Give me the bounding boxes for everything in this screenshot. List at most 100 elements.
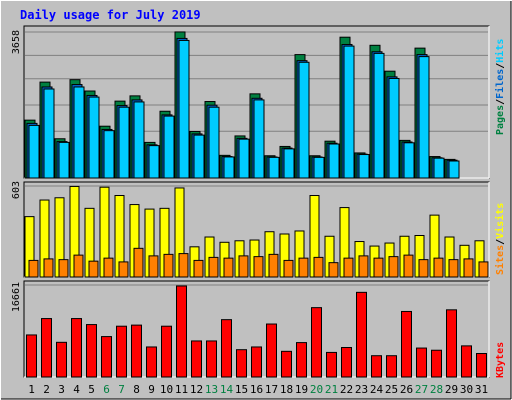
day-label: 5 (88, 383, 95, 396)
kbytes-panel-legend: KBytes (495, 342, 506, 378)
kbytes-bar (446, 309, 457, 378)
hits-bar (358, 154, 370, 179)
sites-bar (343, 257, 354, 278)
sites-bar (388, 256, 399, 278)
kbytes-bar (296, 342, 307, 378)
kbytes-bar (431, 349, 442, 378)
chart-title: Daily usage for July 2019 (20, 8, 201, 22)
sites-bar (58, 259, 69, 278)
hits-bar (73, 86, 85, 179)
hits-bar (88, 96, 100, 179)
hits-bar (118, 106, 130, 179)
kbytes-bar (41, 318, 52, 378)
day-label: 3 (58, 383, 65, 396)
kbytes-bar (221, 319, 232, 378)
kbytes-bar (476, 353, 487, 378)
day-label: 8 (133, 383, 140, 396)
kbytes-bar (356, 291, 367, 378)
hits-bar (178, 39, 190, 179)
day-label: 30 (460, 383, 473, 396)
hits-panel-legend: Pages/Files/Hits (494, 39, 506, 135)
kbytes-bar (191, 340, 202, 378)
hits-bar (103, 130, 115, 179)
kbytes-bar (236, 349, 247, 378)
visits-panel-ymax-label: 603 (11, 181, 22, 199)
sites-bar (403, 254, 414, 278)
kbytes-bar (251, 346, 262, 378)
hits-bar (298, 61, 310, 179)
sites-bar (208, 256, 219, 278)
hits-bar (388, 77, 400, 179)
sites-bar (433, 257, 444, 278)
sites-bar (178, 253, 189, 278)
kbytes-bar (131, 324, 142, 378)
day-label: 1 (28, 383, 35, 396)
kbytes-bar (116, 325, 127, 378)
day-label: 16 (250, 383, 263, 396)
sites-bar (193, 259, 204, 278)
day-label: 4 (73, 383, 80, 396)
legend-separator: / (495, 239, 506, 245)
hits-bar (193, 134, 205, 179)
kbytes-bar (341, 347, 352, 378)
day-label: 28 (430, 383, 443, 396)
day-label: 26 (400, 383, 413, 396)
kbytes-bar (56, 341, 67, 378)
hits-bar (268, 156, 280, 179)
sites-bar (73, 254, 84, 278)
day-label: 29 (445, 383, 458, 396)
legend-pages: Pages (495, 105, 506, 135)
day-label: 23 (355, 383, 368, 396)
kbytes-bar (266, 323, 277, 378)
legend-files: Files (494, 69, 506, 99)
hits-bar (238, 138, 250, 179)
hits-bar (208, 106, 220, 179)
day-label: 2 (43, 383, 50, 396)
kbytes-bar (86, 324, 97, 378)
hits-bar (133, 101, 145, 179)
day-label: 18 (280, 383, 293, 396)
hits-bar (343, 45, 355, 179)
sites-bar (298, 257, 309, 278)
hits-bar (403, 142, 415, 179)
kbytes-bar (461, 345, 472, 378)
day-label: 19 (295, 383, 308, 396)
hits-bar (43, 88, 55, 179)
sites-bar (283, 259, 294, 278)
day-labels: 1 2 3 4 5 6 7 8 9 10 11 12 13 14 15 16 17 18 19 20 21 22 23 24 2… (28, 383, 488, 396)
sites-bar (418, 259, 429, 278)
day-label: 10 (160, 383, 173, 396)
sites-bar (148, 255, 159, 278)
sites-bar (28, 259, 39, 278)
sites-bar (43, 258, 54, 278)
day-label: 21 (325, 383, 338, 396)
bars (24, 31, 489, 378)
hits-bar (418, 56, 430, 179)
hits-bar (28, 124, 40, 179)
kbytes-bar (71, 318, 82, 378)
day-label: 9 (148, 383, 155, 396)
hits-bar (433, 157, 445, 179)
kbytes-bar (26, 334, 37, 378)
day-label: 14 (220, 383, 234, 396)
sites-bar (463, 258, 474, 278)
sites-bar (103, 257, 114, 278)
day-label: 12 (190, 383, 203, 396)
sites-bar (373, 257, 384, 278)
sites-bar (88, 260, 99, 278)
kbytes-bar (326, 351, 337, 378)
day-label: 25 (385, 383, 398, 396)
day-label: 22 (340, 383, 353, 396)
kbytes-bar (311, 307, 322, 378)
hits-bar (283, 148, 295, 179)
day-label: 24 (370, 383, 384, 396)
sites-bar (238, 255, 249, 278)
hits-bar (328, 143, 340, 179)
kbytes-bar (281, 350, 292, 378)
sites-bar (313, 256, 324, 278)
day-label: 11 (175, 383, 188, 396)
hits-bar (223, 156, 235, 179)
sites-bar (448, 259, 459, 278)
day-label: 17 (265, 383, 278, 396)
sites-bar (163, 253, 174, 278)
